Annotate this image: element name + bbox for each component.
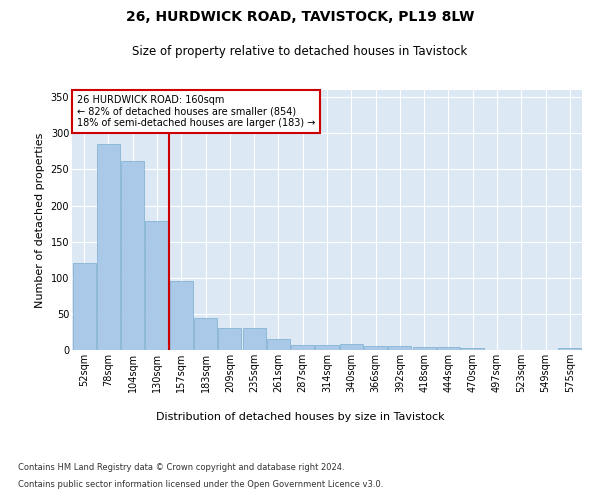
Bar	[461, 348, 484, 350]
Bar	[97, 144, 120, 350]
Bar	[364, 346, 387, 350]
Text: Contains HM Land Registry data © Crown copyright and database right 2024.: Contains HM Land Registry data © Crown c…	[18, 462, 344, 471]
Bar	[73, 264, 95, 350]
Text: Contains public sector information licensed under the Open Government Licence v3: Contains public sector information licen…	[18, 480, 383, 489]
Y-axis label: Number of detached properties: Number of detached properties	[35, 132, 45, 308]
Bar	[388, 346, 412, 350]
Bar	[413, 347, 436, 350]
Text: 26, HURDWICK ROAD, TAVISTOCK, PL19 8LW: 26, HURDWICK ROAD, TAVISTOCK, PL19 8LW	[126, 10, 474, 24]
Text: 26 HURDWICK ROAD: 160sqm
← 82% of detached houses are smaller (854)
18% of semi-: 26 HURDWICK ROAD: 160sqm ← 82% of detach…	[77, 95, 316, 128]
Bar	[194, 318, 217, 350]
Bar	[145, 220, 169, 350]
Bar	[170, 280, 193, 350]
Bar	[291, 345, 314, 350]
Bar	[242, 328, 266, 350]
Bar	[316, 345, 338, 350]
Bar	[218, 328, 241, 350]
Bar	[121, 161, 144, 350]
Bar	[340, 344, 363, 350]
Text: Distribution of detached houses by size in Tavistock: Distribution of detached houses by size …	[155, 412, 445, 422]
Text: Size of property relative to detached houses in Tavistock: Size of property relative to detached ho…	[133, 45, 467, 58]
Bar	[267, 339, 290, 350]
Bar	[559, 348, 581, 350]
Bar	[437, 347, 460, 350]
